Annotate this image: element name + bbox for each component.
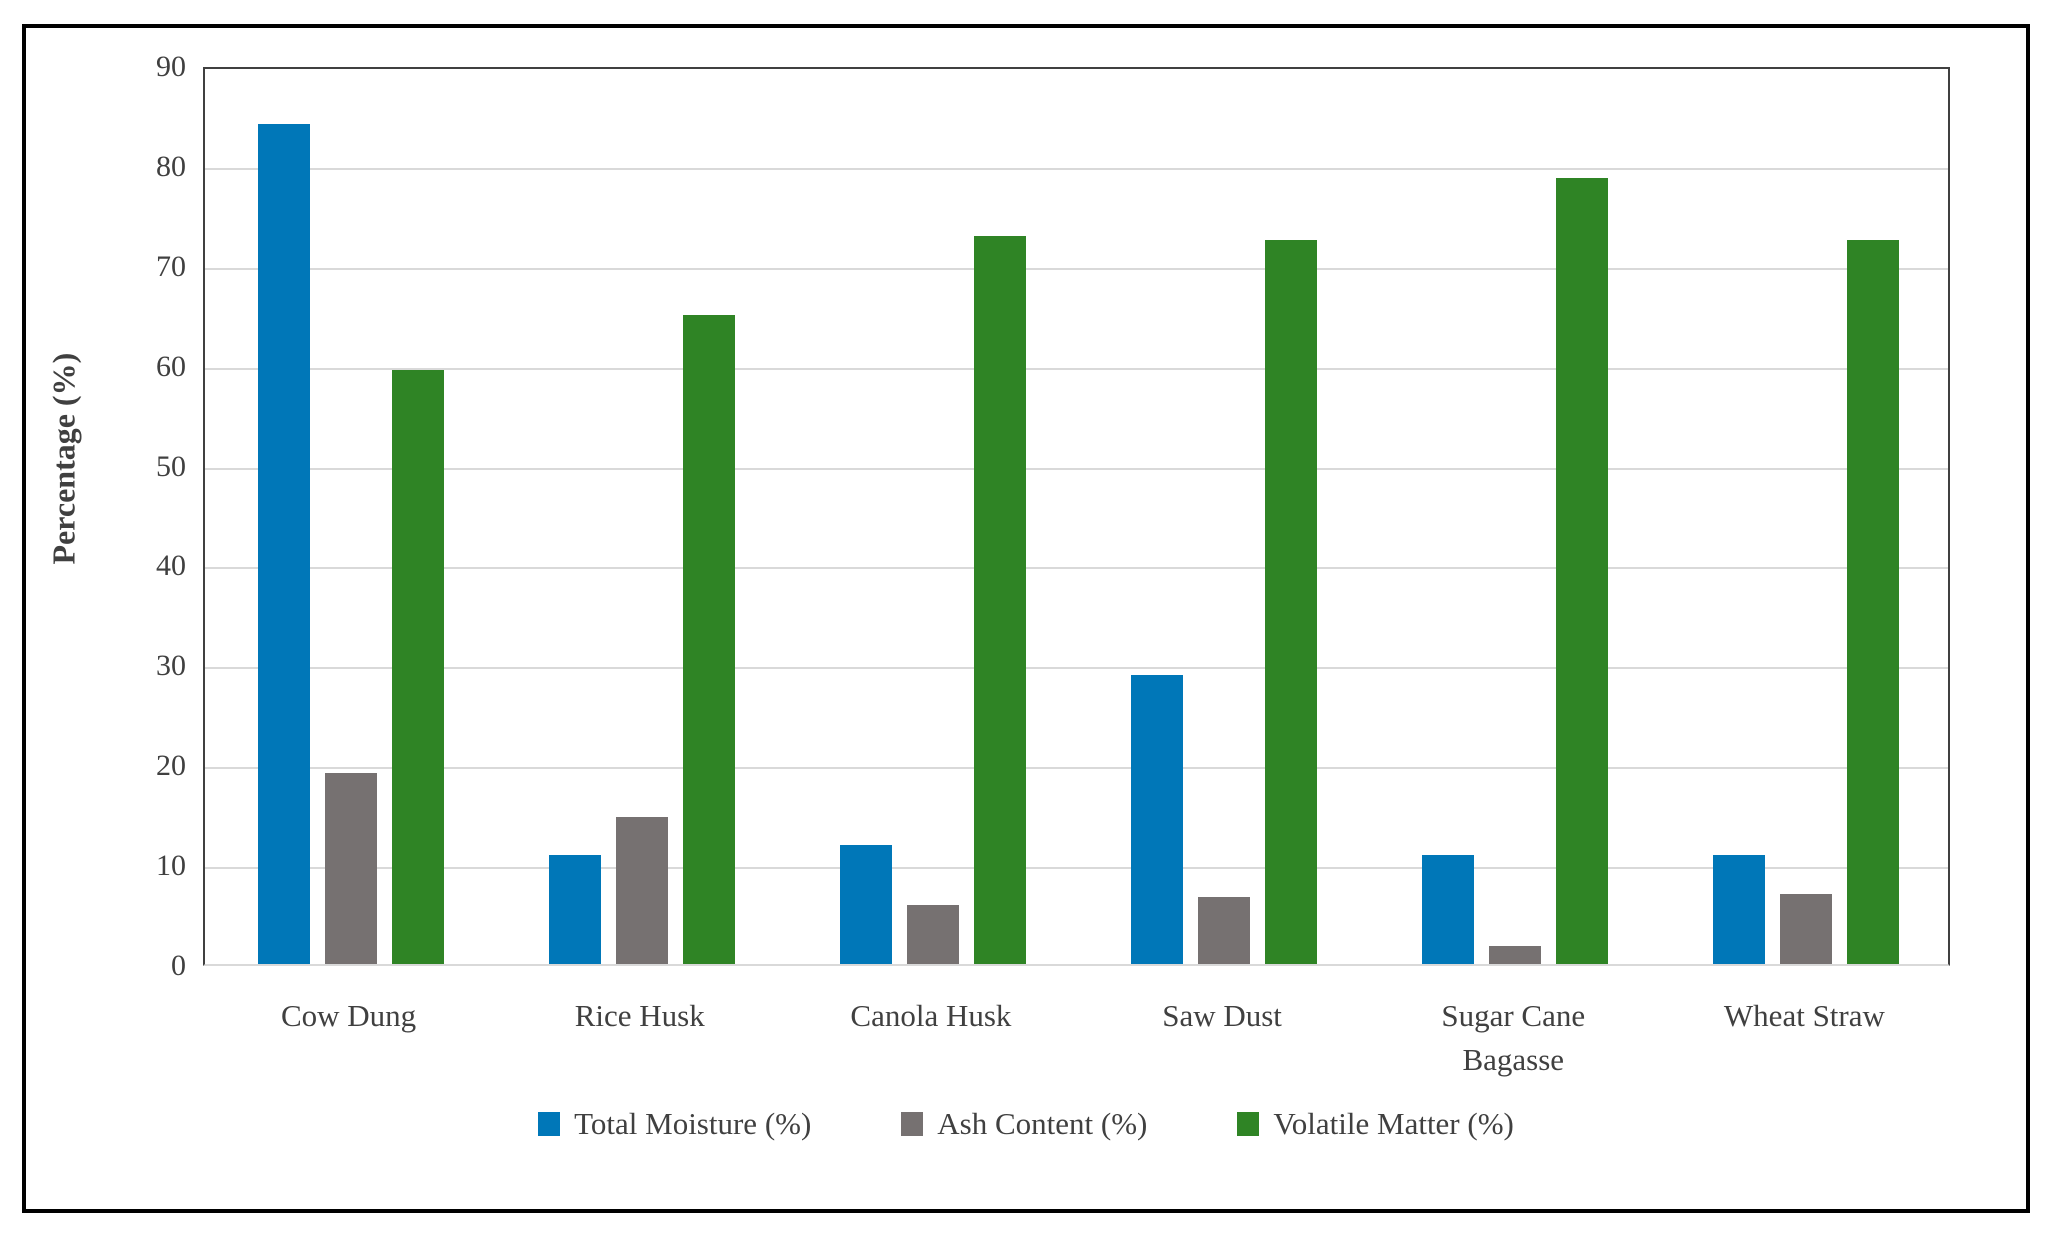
- bar: [1713, 855, 1766, 964]
- y-tick-label: 60: [156, 349, 186, 383]
- gridline: [205, 767, 1948, 770]
- category-label-slot: Sugar Cane Bagasse: [1368, 994, 1659, 1082]
- bar: [257, 123, 310, 964]
- legend-item: Total Moisture (%): [538, 1106, 811, 1142]
- y-axis-title: Percentage (%): [45, 352, 82, 565]
- y-tick-label: 80: [156, 149, 186, 183]
- bar: [1265, 240, 1318, 964]
- bar: [906, 905, 959, 964]
- legend-swatch-icon: [901, 1112, 924, 1136]
- bar: [391, 370, 444, 964]
- legend: Total Moisture (%) Ash Content (%) Volatil…: [26, 1106, 2026, 1142]
- y-tick-label: 40: [156, 549, 186, 583]
- legend-item: Ash Content (%): [901, 1106, 1147, 1142]
- y-tick-label: 30: [156, 649, 186, 683]
- legend-label: Volatile Matter (%): [1273, 1106, 1514, 1141]
- figure-border: 0 10 20 30 40 50 60 70 80 90 Percentage (%) Cow D…: [22, 24, 2030, 1213]
- y-tick-label: 50: [156, 449, 186, 483]
- gridline: [205, 267, 1948, 270]
- bar: [1131, 674, 1184, 964]
- y-tick-label: 0: [171, 949, 186, 982]
- legend-label: Total Moisture (%): [574, 1106, 812, 1141]
- gridline: [205, 867, 1948, 870]
- category-label-slot: Saw Dust: [1077, 994, 1368, 1038]
- gridline: [205, 667, 1948, 670]
- gridline: [205, 467, 1948, 470]
- bar: [615, 816, 668, 964]
- gridline: [205, 167, 1948, 170]
- y-tick-label: 70: [156, 249, 186, 283]
- bar: [1556, 177, 1609, 964]
- bar: [1489, 946, 1542, 964]
- bar: [682, 315, 735, 964]
- plot-area: [203, 67, 1950, 966]
- bar: [1780, 894, 1833, 964]
- legend-label: Ash Content (%): [937, 1106, 1148, 1141]
- category-label-slot: Cow Dung: [203, 994, 494, 1038]
- category-label: Cow Dung: [280, 998, 417, 1033]
- bar: [1847, 240, 1900, 964]
- category-label-slot: Canola Husk: [785, 994, 1076, 1038]
- category-label: Saw Dust: [1162, 998, 1282, 1033]
- bar: [1422, 855, 1475, 964]
- bar: [839, 845, 892, 964]
- y-tick-label: 10: [156, 849, 186, 883]
- category-label: Rice Husk: [574, 998, 705, 1033]
- y-tick-label: 90: [156, 50, 186, 83]
- category-label-slot: Rice Husk: [494, 994, 785, 1038]
- gridline: [205, 367, 1948, 370]
- bar: [1198, 897, 1251, 964]
- legend-item: Volatile Matter (%): [1237, 1106, 1514, 1142]
- y-tick-label: 20: [156, 749, 186, 783]
- bar: [548, 855, 601, 964]
- gridline: [205, 567, 1948, 570]
- category-label: Sugar Cane Bagasse: [1441, 998, 1586, 1077]
- category-label: Canola Husk: [850, 998, 1012, 1033]
- bar: [324, 772, 377, 964]
- category-label: Wheat Straw: [1723, 998, 1885, 1033]
- bar: [973, 236, 1026, 964]
- legend-swatch-icon: [538, 1112, 561, 1136]
- category-label-slot: Wheat Straw: [1659, 994, 1950, 1038]
- legend-swatch-icon: [1237, 1112, 1260, 1136]
